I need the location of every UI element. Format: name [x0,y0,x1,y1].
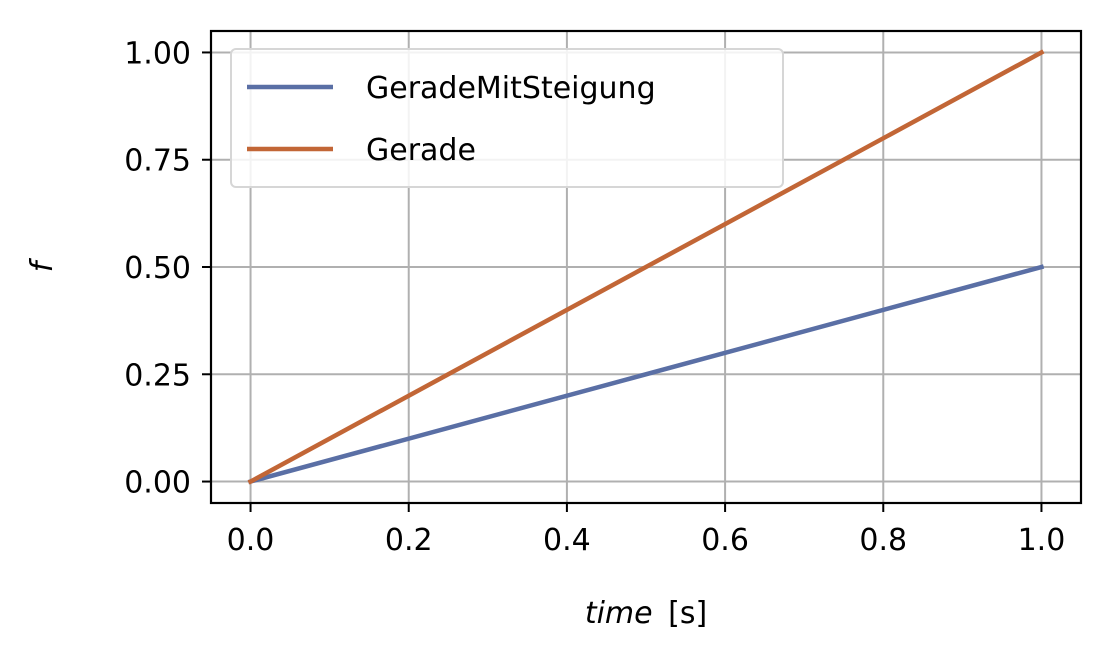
y-axis-label: f [25,257,60,272]
x-axis-label-quantity: time [585,596,653,631]
x-tick-label: 0.4 [543,523,591,558]
x-axis-label-unit: [s] [668,596,707,631]
x-tick-label: 0.8 [859,523,907,558]
y-tick-label: 0.25 [124,358,191,393]
x-tick-label: 1.0 [1018,523,1066,558]
y-tick-label: 0.00 [124,466,191,501]
y-tick-label: 0.50 [124,251,191,286]
x-axis: 0.0 0.2 0.4 0.6 0.8 1.0 [227,503,1066,558]
x-tick-label: 0.6 [701,523,749,558]
x-tick-label: 0.2 [385,523,433,558]
y-tick-label: 0.75 [124,144,191,179]
legend-label: Gerade [366,133,476,168]
series-line-gerademitsteigung [247,264,1045,485]
series-line-gerade [247,49,1045,485]
x-axis-label: time [s] [585,596,707,631]
series-layer [247,49,1045,485]
legend: GeradeMitSteigung Gerade [230,48,784,188]
y-axis: 0.00 0.25 0.50 0.75 1.00 [124,36,211,501]
legend-label: GeradeMitSteigung [366,71,656,106]
legend-box [230,48,784,188]
y-tick-label: 1.00 [124,36,191,71]
x-tick-label: 0.0 [227,523,275,558]
